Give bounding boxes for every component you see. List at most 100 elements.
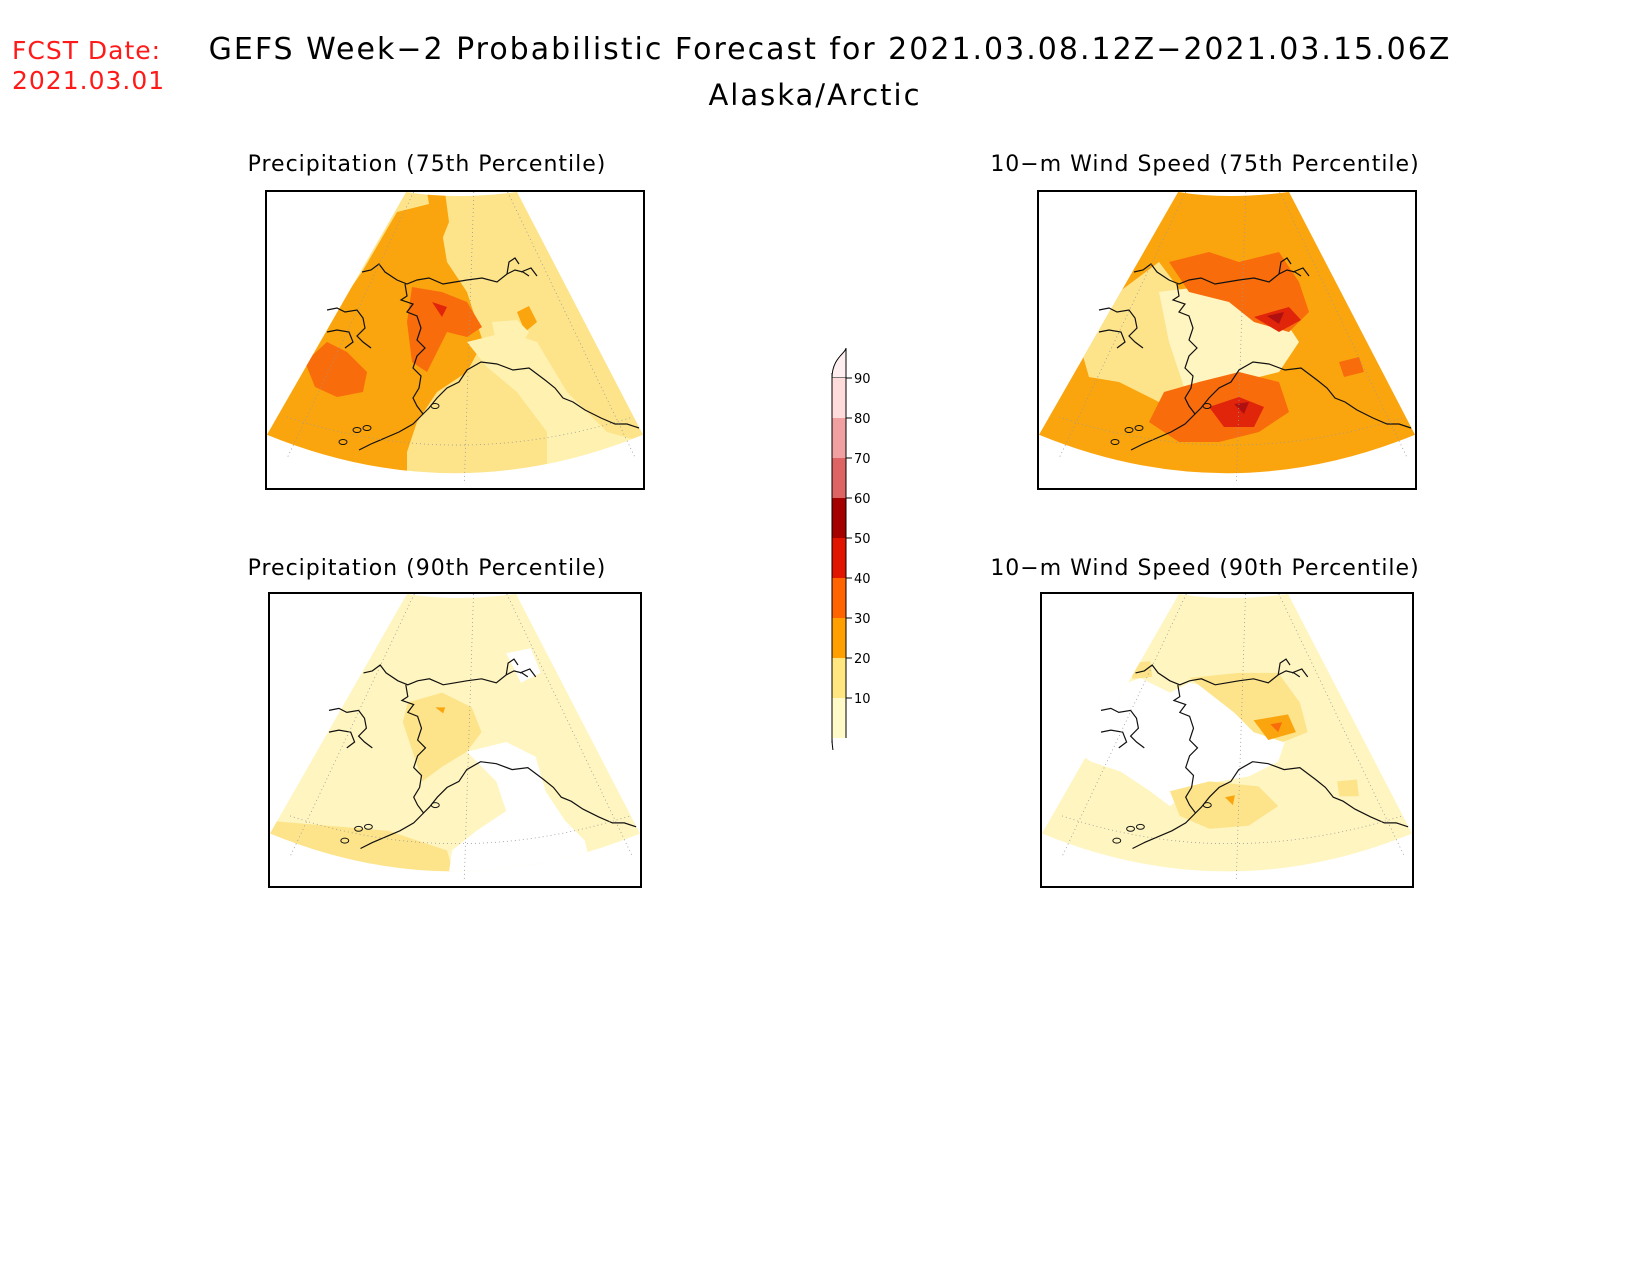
- panel-title-precip-75: Precipitation (75th Percentile): [247, 152, 607, 177]
- island-3: [1202, 403, 1212, 409]
- shade-5: [407, 287, 482, 372]
- colorbar: 10 20 30 40 50 60 70 80 90: [820, 330, 890, 777]
- shade-4: [447, 742, 595, 872]
- colorbar-swatch-30: [832, 618, 846, 658]
- island-1: [363, 823, 373, 830]
- shade-7: [467, 332, 643, 474]
- shade-1: [267, 202, 483, 474]
- map-precip-75: [265, 190, 645, 490]
- island-0: [352, 427, 362, 433]
- field-layer: [1042, 594, 1412, 872]
- shade-7: [1209, 397, 1264, 427]
- coastline-2: [1130, 413, 1196, 451]
- island-2: [340, 837, 350, 844]
- coastline-4: [1100, 729, 1128, 749]
- coastline-1: [1171, 283, 1412, 429]
- colorbar-tick-label-40: 40: [854, 572, 871, 587]
- coastline-2: [358, 413, 424, 451]
- island-3: [430, 802, 440, 809]
- map-wind-90-plot: [1042, 594, 1412, 881]
- panel-title-wind-75: 10−m Wind Speed (75th Percentile): [990, 152, 1420, 177]
- region-subtitle: Alaska/Arctic: [708, 78, 922, 112]
- colorbar-swatch-80: [832, 418, 846, 458]
- shade-8: [1337, 779, 1359, 797]
- coastline-1: [1172, 684, 1409, 828]
- coastline-3: [1100, 707, 1145, 749]
- coastline-5: [505, 658, 519, 675]
- graticule-meridian-2: [506, 594, 633, 857]
- coastline-0: [1135, 664, 1301, 686]
- colorbar-tick-label-80: 80: [854, 412, 871, 427]
- colorbar-tick-label-90: 90: [854, 372, 871, 387]
- island-0: [1126, 825, 1135, 832]
- colorbar-tick-label-70: 70: [854, 452, 871, 467]
- shade-8: [1234, 402, 1249, 414]
- coastline-1: [399, 283, 640, 429]
- field-layer: [270, 594, 640, 872]
- colorbar-swatch-70: [832, 458, 846, 498]
- coastline-5: [506, 257, 520, 275]
- coastline-3: [326, 307, 372, 349]
- colorbar-swatch-40: [832, 578, 846, 618]
- coastline-2: [1132, 812, 1196, 850]
- island-2: [1110, 439, 1120, 445]
- coastline-2: [360, 812, 424, 850]
- island-1: [1134, 425, 1144, 431]
- colorbar-tick-label-50: 50: [854, 532, 871, 547]
- shade-6: [1225, 795, 1235, 806]
- graticule-meridian-1: [1236, 192, 1247, 483]
- island-0: [354, 825, 363, 832]
- map-precip-90-plot: [270, 594, 640, 881]
- shade-5: [1169, 781, 1279, 829]
- shade-8: [492, 320, 529, 352]
- fcst-date-value: 2021.03.01: [12, 66, 166, 95]
- shade-6: [432, 302, 447, 317]
- shade-1: [402, 692, 482, 782]
- graticule-meridian-0: [289, 594, 415, 857]
- island-2: [338, 439, 348, 445]
- island-0: [1124, 427, 1134, 433]
- island-3: [1202, 802, 1212, 809]
- island-2: [1112, 837, 1122, 844]
- colorbar-swatch-50: [832, 538, 846, 578]
- colorbar-tick-label-60: 60: [854, 492, 871, 507]
- map-precip-75-plot: [267, 192, 643, 483]
- panel-title-precip-90: Precipitation (90th Percentile): [247, 556, 607, 581]
- shade-3: [517, 306, 537, 332]
- coastline-5: [1277, 658, 1291, 675]
- island-3: [430, 403, 440, 409]
- coastline-1: [400, 684, 637, 828]
- colorbar-swatch-90: [832, 378, 846, 418]
- map-wind-75-plot: [1039, 192, 1415, 483]
- shade-3: [435, 707, 446, 714]
- panel-title-wind-90: 10−m Wind Speed (90th Percentile): [990, 556, 1420, 581]
- colorbar-tick-label-10: 10: [854, 692, 871, 707]
- map-precip-90: [268, 592, 642, 888]
- coastline-0: [1133, 263, 1302, 285]
- map-wind-90: [1040, 592, 1414, 888]
- island-1: [362, 425, 372, 431]
- fcst-date-label: FCST Date:: [12, 36, 162, 65]
- coastline-4: [1098, 329, 1126, 349]
- main-title: GEFS Week−2 Probabilistic Forecast for 2…: [208, 32, 1452, 67]
- coastline-3: [328, 707, 373, 749]
- colorbar-tick-label-30: 30: [854, 612, 871, 627]
- shade-9: [1339, 357, 1364, 377]
- island-1: [1135, 823, 1145, 830]
- forecast-date-block: FCST Date: 2021.03.01: [12, 36, 165, 96]
- coastline-5: [1278, 257, 1292, 275]
- graticule-meridian-2: [1278, 594, 1405, 857]
- coastline-6: [519, 668, 537, 678]
- coastline-6: [520, 267, 538, 277]
- coastline-6: [1291, 668, 1309, 678]
- coastline-0: [361, 263, 530, 285]
- coastline-4: [326, 329, 354, 349]
- shade-4: [1270, 722, 1283, 733]
- coastline-4: [328, 729, 356, 749]
- shade-2: [427, 192, 449, 252]
- graticule-meridian-0: [1061, 594, 1187, 857]
- shade-5: [1267, 312, 1284, 324]
- colorbar-swatch-20: [832, 658, 846, 698]
- coastline-3: [1098, 307, 1144, 349]
- colorbar-tick-label-20: 20: [854, 652, 871, 667]
